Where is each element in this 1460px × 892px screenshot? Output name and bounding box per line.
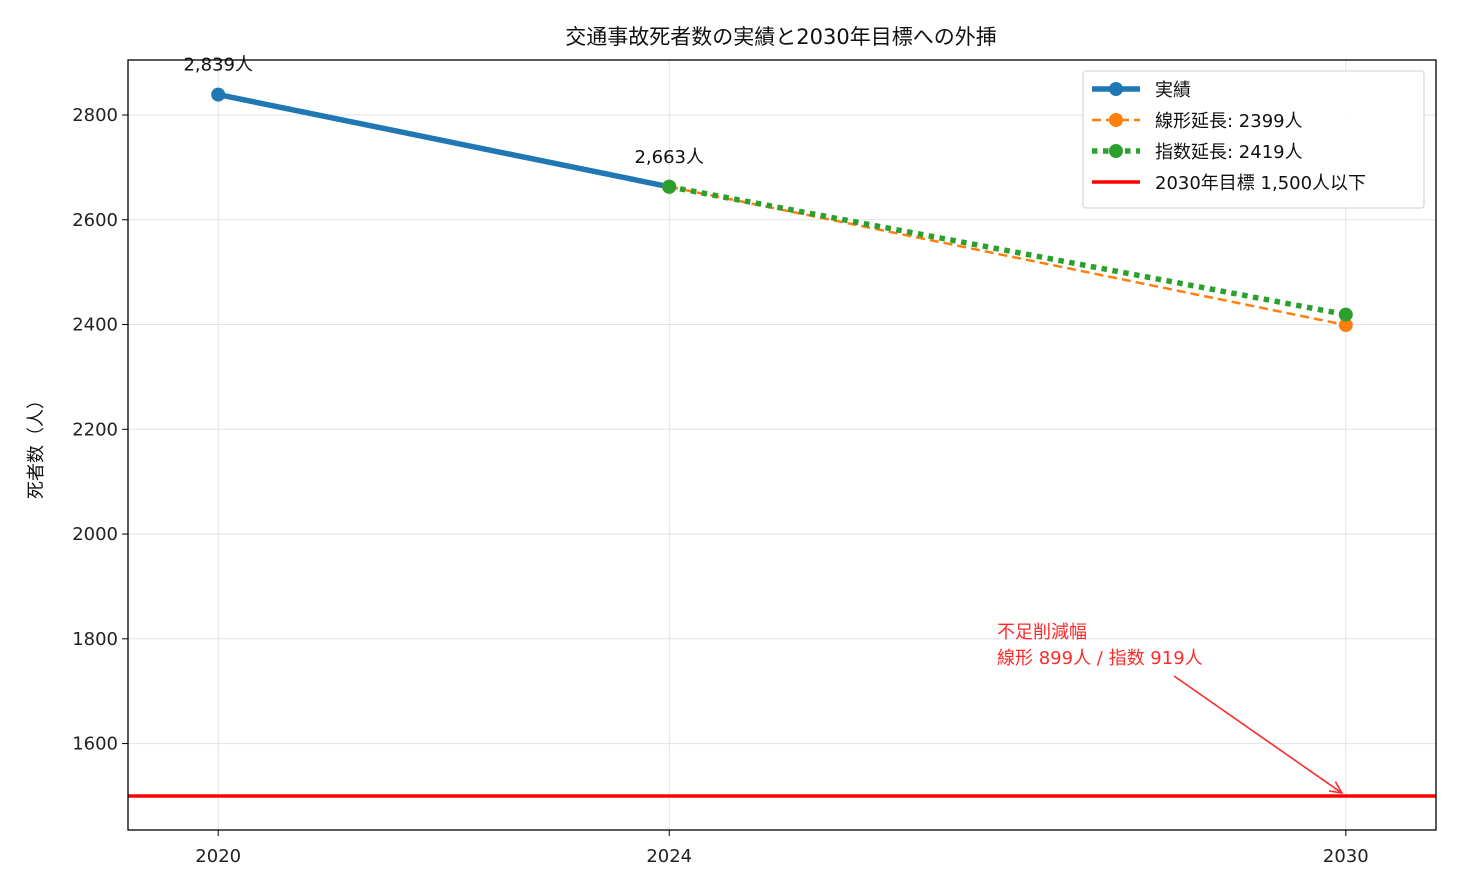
- x-tick-label: 2020: [195, 846, 241, 867]
- y-tick-label: 2800: [72, 105, 118, 126]
- axes: 1600 1800 2000 2200 2400 2600 2800 2020 2024 2030: [72, 59, 1437, 867]
- grid: [128, 60, 1436, 830]
- y-tick-label: 1600: [72, 734, 118, 755]
- legend-box: [1082, 70, 1425, 209]
- annotation-text: 不足削減幅: [997, 622, 1087, 643]
- legend-label: 実績: [1155, 80, 1191, 101]
- legend-label: 指数延長: 2419人: [1155, 142, 1303, 163]
- legend-label: 線形延長: 2399人: [1155, 111, 1303, 132]
- y-tick-label: 2400: [72, 315, 118, 336]
- axes-frame: [127, 59, 1437, 831]
- x-tick-label: 2030: [1323, 846, 1369, 867]
- data-label: 2,839人: [183, 55, 253, 76]
- y-tick-label: 2200: [72, 419, 118, 440]
- annotation-arrowhead: [1328, 781, 1344, 795]
- y-tick-label: 2000: [72, 524, 118, 545]
- chart-title: 交通事故死者数の実績と2030年目標への外挿: [565, 25, 996, 49]
- data-point-0: [211, 87, 226, 102]
- legend-label: 2030年目標 1,500人以下: [1155, 173, 1366, 194]
- y-tick-label: 2600: [72, 210, 118, 231]
- x-tick-label: 2024: [646, 846, 692, 867]
- series-line-2: [668, 184, 1347, 318]
- y-axis-label: 死者数（人）: [26, 391, 47, 499]
- data-point-1: [1338, 318, 1353, 333]
- annotation-arrow: [1173, 675, 1343, 794]
- data-point-2: [1338, 307, 1353, 322]
- legend-swatch-marker: [1109, 82, 1123, 96]
- legend-swatch-marker: [1109, 113, 1123, 127]
- data-point-2: [662, 179, 677, 194]
- series-line-0: [217, 91, 670, 190]
- legend-swatch-marker: [1109, 144, 1123, 158]
- y-tick-label: 1800: [72, 629, 118, 650]
- data-label: 2,663人: [634, 147, 704, 168]
- annotation-text: 線形 899人 / 指数 919人: [997, 648, 1203, 669]
